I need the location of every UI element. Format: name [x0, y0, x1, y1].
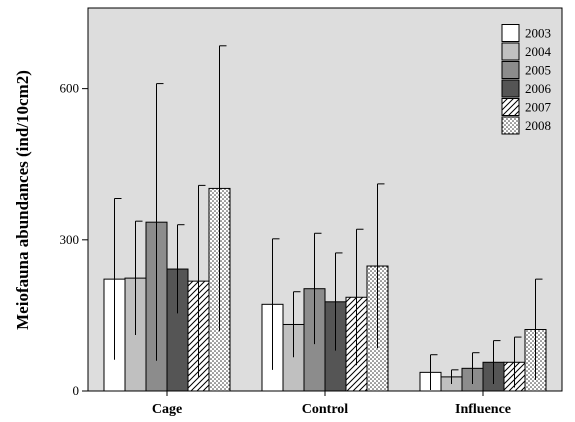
legend-swatch-2005 — [501, 61, 520, 79]
y-axis: 0 300 600 — [60, 81, 88, 398]
legend-label-2007: 2007 — [525, 100, 552, 115]
legend-label-2006: 2006 — [525, 81, 552, 96]
legend-swatch-2003 — [501, 24, 520, 42]
x-category-label: Cage — [152, 402, 182, 417]
x-axis: Cage Control Influence — [152, 391, 511, 417]
legend-label-2003: 2003 — [525, 26, 551, 41]
error-bars-layer — [114, 45, 543, 390]
legend-label-2008: 2008 — [525, 118, 551, 133]
bars-layer — [103, 187, 547, 392]
x-category-label: Influence — [455, 402, 511, 417]
y-tick-label: 600 — [60, 81, 80, 96]
x-category-label: Control — [302, 402, 349, 417]
legend-label-2004: 2004 — [525, 44, 552, 59]
y-tick-label: 0 — [73, 383, 80, 398]
legend: 2003 2004 2005 2006 2007 2008 — [501, 24, 552, 135]
y-axis-title: Meiofauna abundances (ind/10cm2) — [13, 70, 32, 330]
legend-swatch-2008 — [501, 116, 520, 135]
y-tick-label: 300 — [60, 232, 80, 247]
legend-swatch-2004 — [501, 42, 520, 61]
legend-label-2005: 2005 — [525, 63, 551, 78]
legend-swatch-2006 — [501, 79, 520, 98]
legend-swatch-2007 — [501, 98, 520, 116]
